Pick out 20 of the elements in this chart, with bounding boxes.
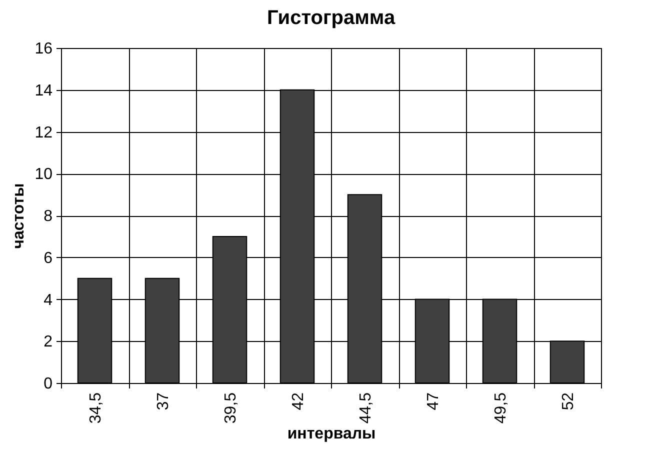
y-tick-label: 12 xyxy=(34,124,53,142)
y-tick-label: 14 xyxy=(34,82,53,100)
x-tick-label: 49,5 xyxy=(492,392,510,424)
y-tick-label: 16 xyxy=(34,40,53,58)
x-tick-label: 39,5 xyxy=(222,392,240,424)
y-tick-label: 0 xyxy=(44,376,53,392)
x-axis-title: интервалы xyxy=(287,426,376,443)
y-tick-label: 4 xyxy=(44,292,53,309)
x-tick-label: 37 xyxy=(154,392,172,410)
y-tick-label: 6 xyxy=(44,250,53,267)
x-tick-label: 42 xyxy=(290,392,307,410)
x-tick-label: 52 xyxy=(560,392,577,410)
x-tick-label: 47 xyxy=(424,392,442,410)
y-tick-label: 2 xyxy=(44,334,53,351)
y-tick-label: 8 xyxy=(44,208,53,225)
x-tick-label: 34,5 xyxy=(87,392,104,424)
y-tick-label: 10 xyxy=(34,166,53,184)
chart-title: Гистограмма xyxy=(266,7,396,29)
x-tick-label: 44,5 xyxy=(357,392,374,424)
y-axis-title: частоты xyxy=(10,183,28,249)
